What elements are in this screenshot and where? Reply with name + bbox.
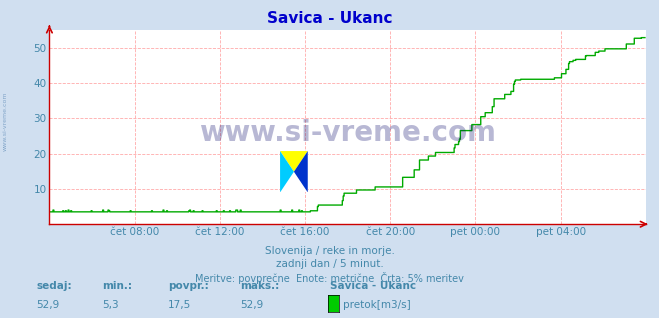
Text: min.:: min.: <box>102 281 132 291</box>
Polygon shape <box>280 151 294 192</box>
Text: Slovenija / reke in morje.: Slovenija / reke in morje. <box>264 246 395 256</box>
Text: sedaj:: sedaj: <box>36 281 72 291</box>
Text: 52,9: 52,9 <box>241 300 264 310</box>
Text: www.si-vreme.com: www.si-vreme.com <box>3 91 8 151</box>
Text: Savica - Ukanc: Savica - Ukanc <box>267 11 392 26</box>
Text: www.si-vreme.com: www.si-vreme.com <box>199 119 496 147</box>
Text: 5,3: 5,3 <box>102 300 119 310</box>
Text: Savica - Ukanc: Savica - Ukanc <box>330 281 416 291</box>
Text: 52,9: 52,9 <box>36 300 59 310</box>
Text: Meritve: povprečne  Enote: metrične  Črta: 5% meritev: Meritve: povprečne Enote: metrične Črta:… <box>195 272 464 284</box>
Text: maks.:: maks.: <box>241 281 280 291</box>
Text: 17,5: 17,5 <box>168 300 191 310</box>
Text: pretok[m3/s]: pretok[m3/s] <box>343 300 411 310</box>
Polygon shape <box>280 151 308 172</box>
Text: povpr.:: povpr.: <box>168 281 209 291</box>
Polygon shape <box>294 151 308 192</box>
Text: zadnji dan / 5 minut.: zadnji dan / 5 minut. <box>275 259 384 269</box>
